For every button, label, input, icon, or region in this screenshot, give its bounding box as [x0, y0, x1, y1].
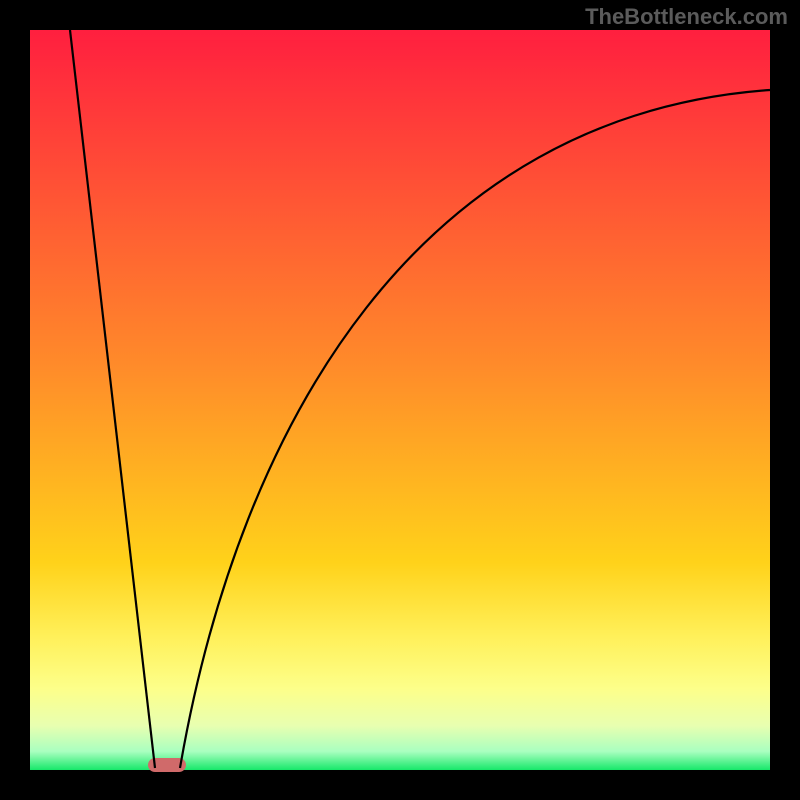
watermark-text: TheBottleneck.com [585, 4, 788, 30]
chart-frame: TheBottleneck.com [0, 0, 800, 800]
right-rise-curve [180, 90, 770, 768]
bottleneck-curves [0, 0, 800, 800]
left-descent-line [70, 30, 155, 768]
